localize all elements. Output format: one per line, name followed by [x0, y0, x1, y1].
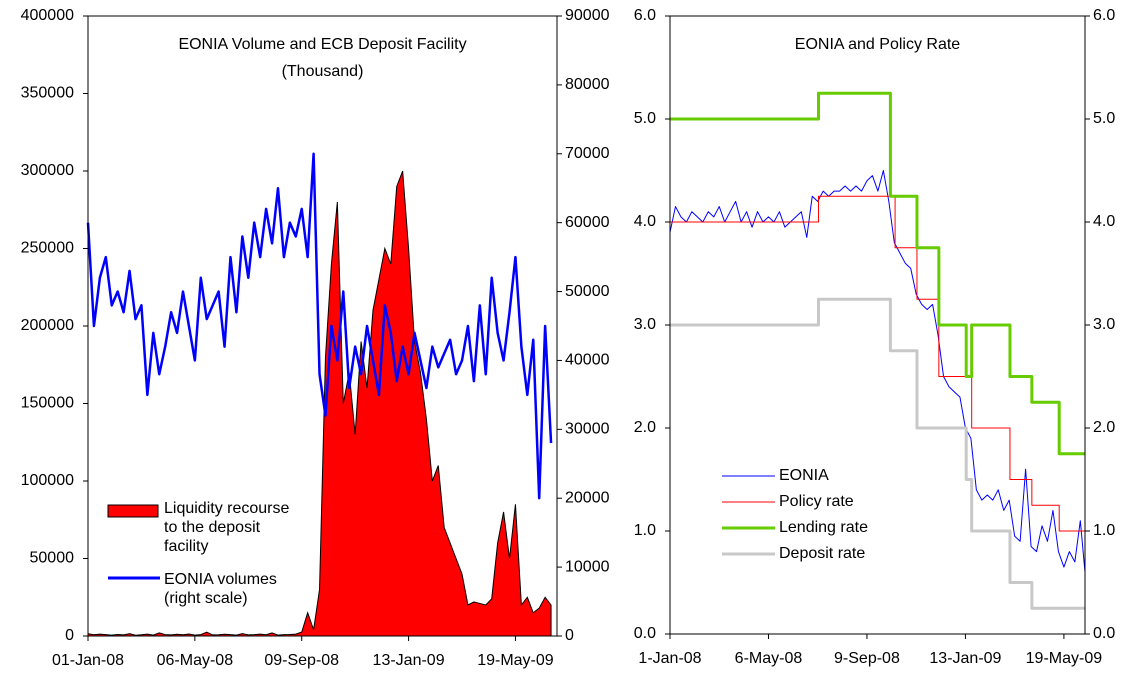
chart-title: EONIA and Policy Rate [795, 36, 961, 53]
x-tick-label: 06-May-08 [157, 652, 234, 669]
legend-label: Policy rate [779, 493, 854, 510]
y-tick-label: 3.0 [634, 316, 656, 333]
x-tick-label: 6-May-08 [735, 650, 803, 667]
area [87, 170, 552, 637]
x-tick-label: 01-Jan-08 [52, 652, 124, 669]
y-tick-label: 4.0 [634, 213, 656, 230]
line [670, 91, 1085, 456]
y-tick-label: 300000 [21, 162, 74, 179]
y2-tick-label: 0 [565, 627, 574, 644]
chart-subtitle: (Thousand) [282, 63, 364, 80]
y2-tick-label: 6.0 [1093, 7, 1115, 24]
y2-tick-label: 80000 [565, 76, 610, 93]
y-tick-label: 2.0 [634, 419, 656, 436]
y2-tick-label: 1.0 [1093, 522, 1115, 539]
x-tick-label: 13-Jan-09 [929, 650, 1001, 667]
x-tick-label: 09-Sep-08 [264, 652, 339, 669]
y-tick-label: 350000 [21, 85, 74, 102]
y2-tick-label: 70000 [565, 145, 610, 162]
y-tick-label: 200000 [21, 317, 74, 334]
y2-tick-label: 60000 [565, 214, 610, 231]
y2-tick-label: 90000 [565, 7, 610, 24]
line [670, 195, 1085, 532]
y-tick-label: 1.0 [634, 522, 656, 539]
y2-tick-label: 20000 [565, 489, 610, 506]
legend-label: Deposit rate [779, 545, 865, 562]
y2-tick-label: 50000 [565, 283, 610, 300]
y-tick-label: 100000 [21, 472, 74, 489]
y-tick-label: 150000 [21, 395, 74, 412]
y-tick-label: 400000 [21, 7, 74, 24]
y2-tick-label: 3.0 [1093, 316, 1115, 333]
y-tick-label: 5.0 [634, 110, 656, 127]
y2-tick-label: 10000 [565, 558, 610, 575]
y2-tick-label: 0.0 [1093, 625, 1115, 642]
y2-tick-label: 40000 [565, 352, 610, 369]
y-tick-label: 250000 [21, 240, 74, 257]
y-tick-label: 0 [65, 627, 74, 644]
y-tick-label: 0.0 [634, 625, 656, 642]
legend-label: Liquidity recourse to the deposit facili… [164, 500, 290, 555]
x-tick-label: 19-May-09 [477, 652, 554, 669]
legend-swatch [107, 504, 159, 518]
line [670, 297, 1085, 610]
legend-label: EONIA volumes (right scale) [164, 571, 277, 607]
y2-tick-label: 30000 [565, 421, 610, 438]
line [669, 170, 1086, 573]
legend-label: Lending rate [779, 519, 868, 536]
chart-title: EONIA Volume and ECB Deposit Facility [178, 36, 466, 53]
plot-frame [669, 15, 1086, 635]
x-tick-label: 19-May-09 [1026, 650, 1103, 667]
x-tick-label: 13-Jan-09 [373, 652, 445, 669]
y2-tick-label: 2.0 [1093, 419, 1115, 436]
y2-tick-label: 4.0 [1093, 213, 1115, 230]
x-tick-label: 1-Jan-08 [638, 650, 701, 667]
line [86, 152, 553, 500]
x-tick-label: 9-Sep-08 [834, 650, 900, 667]
legend-label: EONIA [779, 467, 829, 484]
y-tick-label: 6.0 [634, 7, 656, 24]
y2-tick-label: 5.0 [1093, 110, 1115, 127]
y-tick-label: 50000 [30, 550, 75, 567]
plot-frame [87, 15, 558, 637]
